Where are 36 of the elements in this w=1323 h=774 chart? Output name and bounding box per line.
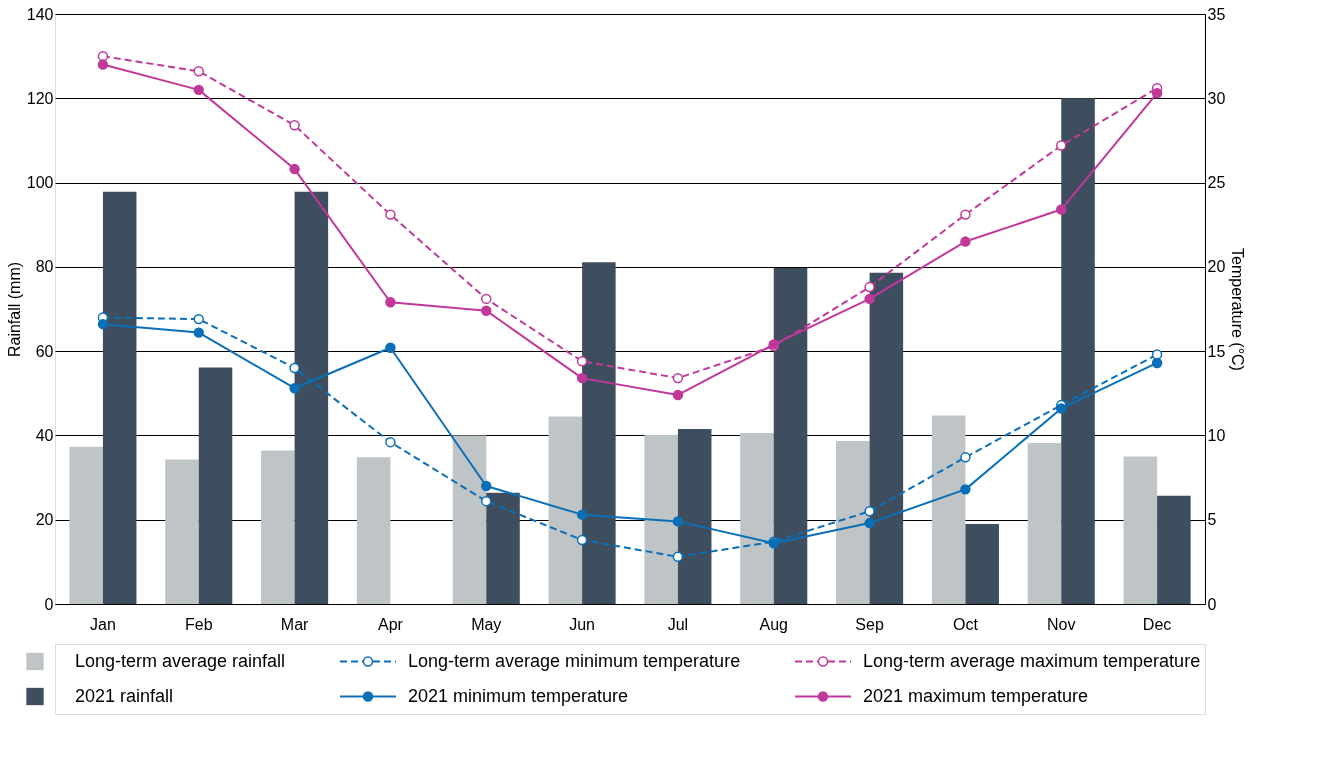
x-tick-label: Feb — [184, 615, 213, 633]
y-tick-label: 20 — [35, 511, 54, 529]
x-tick-label: Jan — [90, 615, 116, 633]
x-tick-label: Jun — [569, 615, 595, 633]
y2-axis-title: Temperature (°C) — [1229, 248, 1247, 371]
x-tick-label: May — [471, 615, 502, 633]
y-tick-label: 60 — [35, 342, 54, 360]
y-tick-label: 80 — [35, 258, 54, 276]
legend-label: Long-term average maximum temperature — [863, 650, 1201, 671]
y2-tick-label: 30 — [1207, 89, 1226, 107]
y2-tick-label: 0 — [1207, 595, 1217, 613]
x-tick-label: Aug — [759, 615, 788, 633]
y2-tick-label: 35 — [1207, 5, 1226, 23]
y2-tick-label: 10 — [1207, 426, 1226, 444]
legend-label: Long-term average minimum temperature — [408, 650, 741, 671]
legend-label: 2021 maximum temperature — [863, 685, 1089, 706]
legend-label: 2021 rainfall — [75, 685, 174, 706]
legend-label: Long-term average rainfall — [75, 650, 286, 671]
x-tick-label: Nov — [1047, 615, 1076, 633]
y-axis-title: Rainfall (mm) — [5, 261, 23, 358]
y-tick-label: 0 — [44, 595, 54, 613]
y-tick-label: 140 — [26, 5, 54, 23]
y2-tick-label: 25 — [1207, 174, 1226, 192]
x-tick-label: Mar — [280, 615, 310, 633]
y-tick-label: 100 — [26, 174, 54, 192]
x-tick-label: Oct — [952, 615, 979, 633]
x-tick-label: Apr — [377, 615, 404, 633]
y-tick-label: 120 — [26, 89, 54, 107]
y-tick-label: 40 — [35, 426, 54, 444]
legend-label: 2021 minimum temperature — [408, 685, 629, 706]
y2-tick-label: 5 — [1207, 511, 1217, 529]
y2-tick-label: 20 — [1207, 258, 1226, 276]
x-tick-label: Jul — [667, 615, 689, 633]
y2-tick-label: 15 — [1207, 342, 1226, 360]
x-tick-label: Sep — [855, 615, 884, 633]
x-tick-label: Dec — [1142, 615, 1172, 633]
